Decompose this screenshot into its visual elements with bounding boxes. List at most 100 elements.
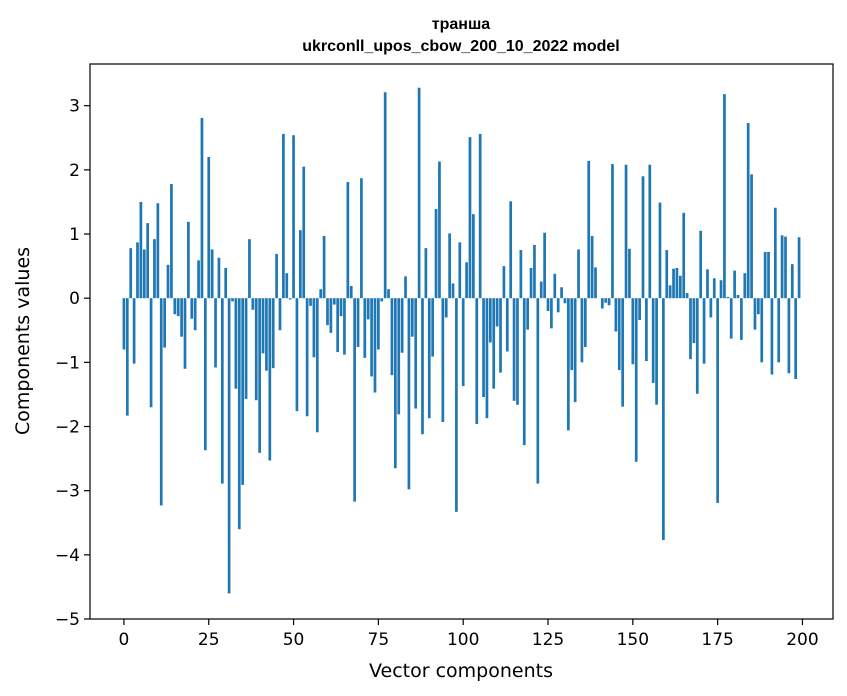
bar (560, 287, 563, 299)
x-tick-label: 175 (701, 630, 733, 650)
bar (641, 176, 645, 299)
bar (210, 249, 214, 299)
y-tick-label: −2 (55, 418, 80, 438)
x-axis: 0 25 50 75 100 125 150 175 200 (119, 619, 819, 650)
x-tick-label: 150 (617, 630, 649, 650)
plot-frame (89, 63, 834, 620)
bar (509, 201, 513, 299)
bar (302, 166, 306, 299)
bar (278, 298, 282, 331)
bar (214, 298, 217, 368)
bar (203, 298, 207, 451)
bar (360, 178, 363, 299)
bar (421, 298, 424, 435)
bar (665, 250, 669, 299)
bar (227, 298, 231, 594)
bar (265, 298, 268, 371)
bar (682, 212, 686, 299)
bar (159, 298, 163, 506)
bar (353, 298, 356, 502)
bar (678, 275, 682, 299)
bar (733, 270, 736, 299)
bar (339, 298, 343, 317)
bar (427, 298, 431, 419)
bar (692, 298, 696, 344)
y-tick-label: −4 (55, 546, 80, 566)
bar (645, 298, 648, 362)
bar (712, 278, 716, 299)
bar (153, 239, 156, 299)
bar (726, 296, 730, 299)
x-tick-label: 0 (119, 630, 130, 650)
bar (156, 203, 160, 299)
bar (377, 298, 380, 350)
bar (505, 298, 509, 352)
x-tick-label: 100 (447, 630, 479, 650)
bar (651, 298, 655, 383)
bar (305, 298, 309, 417)
bar (258, 298, 261, 453)
bar (719, 280, 723, 299)
bar (424, 248, 428, 299)
bar (343, 298, 346, 355)
bar (668, 285, 672, 299)
bar (241, 298, 245, 485)
bar (332, 298, 336, 305)
bar (519, 250, 523, 299)
bar (624, 164, 628, 299)
bar (757, 298, 760, 315)
bar (176, 298, 180, 317)
bar (237, 298, 241, 530)
y-tick-label: 2 (69, 161, 80, 181)
bar (132, 298, 136, 364)
bar (482, 298, 485, 397)
bar (770, 298, 774, 375)
bar (383, 92, 387, 299)
bar (183, 298, 187, 369)
bar (706, 269, 709, 299)
bar (631, 298, 635, 365)
bars-group (122, 87, 801, 594)
bar (638, 298, 641, 321)
bar (502, 266, 506, 299)
bar (136, 242, 139, 299)
bar (526, 298, 530, 330)
bar (587, 160, 591, 299)
bar (546, 298, 550, 312)
bar (431, 298, 435, 357)
bar (380, 298, 384, 302)
bar (139, 201, 143, 299)
bar (207, 157, 211, 299)
bar (448, 233, 451, 299)
bar (790, 264, 794, 299)
bar (753, 298, 757, 330)
bar (288, 298, 292, 300)
bar (356, 298, 360, 347)
bar (628, 248, 631, 299)
bar (797, 237, 801, 299)
bar (723, 94, 726, 299)
x-tick-label: 25 (198, 630, 220, 650)
bar (349, 286, 353, 299)
bar (787, 298, 791, 374)
bar (190, 298, 194, 319)
y-axis: −5 −4 −3 −2 −1 0 1 2 3 (55, 97, 90, 630)
bar (346, 182, 350, 299)
bar (292, 135, 295, 299)
y-tick-label: 3 (69, 97, 80, 117)
bar (709, 298, 713, 318)
bar (438, 161, 441, 299)
bar (393, 298, 397, 469)
bar (614, 298, 618, 332)
bar (441, 298, 445, 423)
bar (217, 257, 221, 299)
bar (750, 174, 753, 299)
bar (248, 239, 251, 299)
bar (794, 298, 798, 380)
bar (366, 298, 370, 320)
bar (685, 293, 689, 299)
bar (495, 298, 499, 327)
bar (533, 244, 536, 299)
bar (122, 298, 126, 350)
bar (621, 298, 625, 407)
